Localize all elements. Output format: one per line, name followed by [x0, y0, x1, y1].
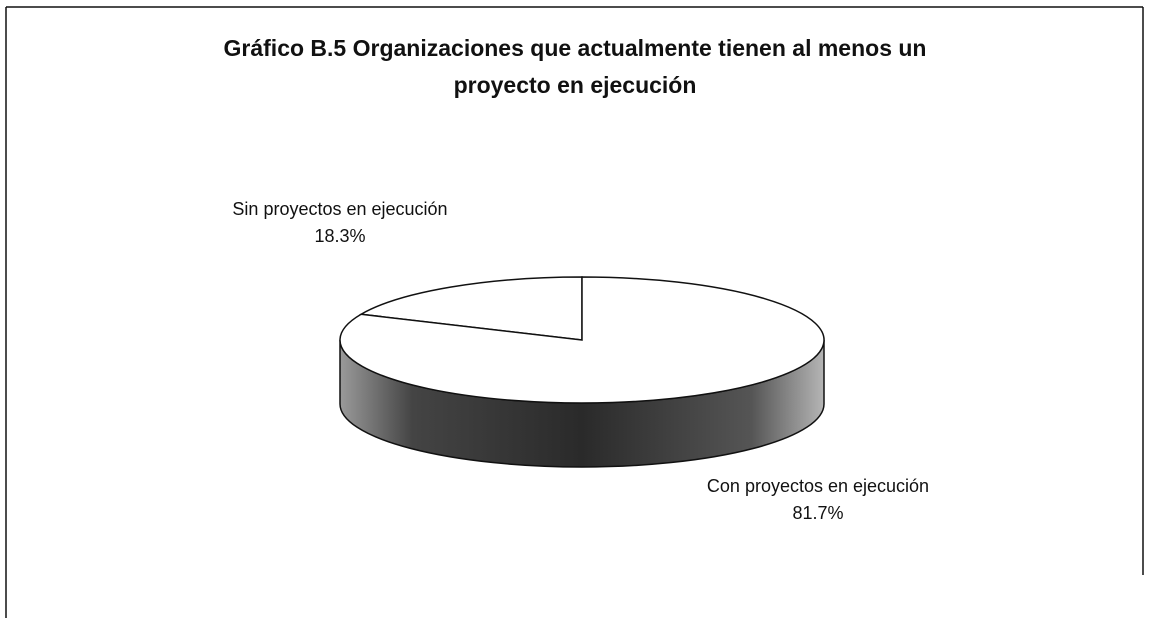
value-label: 18.3%: [314, 226, 366, 246]
category-label: Sin proyectos en ejecución: [232, 199, 448, 219]
chart-title: Gráfico B.5 Organizaciones que actualmen…: [223, 35, 927, 98]
category-label: Con proyectos en ejecución: [706, 476, 930, 496]
slice: [339, 276, 825, 404]
slice: [358, 276, 583, 341]
slice-label: Con proyectos en ejecución 81.7%: [698, 473, 938, 527]
slice-label: Sin proyectos en ejecución 18.3%: [220, 196, 460, 250]
frame: [5, 6, 1144, 618]
value-label: 81.7%: [792, 503, 844, 523]
pie: [339, 276, 825, 468]
